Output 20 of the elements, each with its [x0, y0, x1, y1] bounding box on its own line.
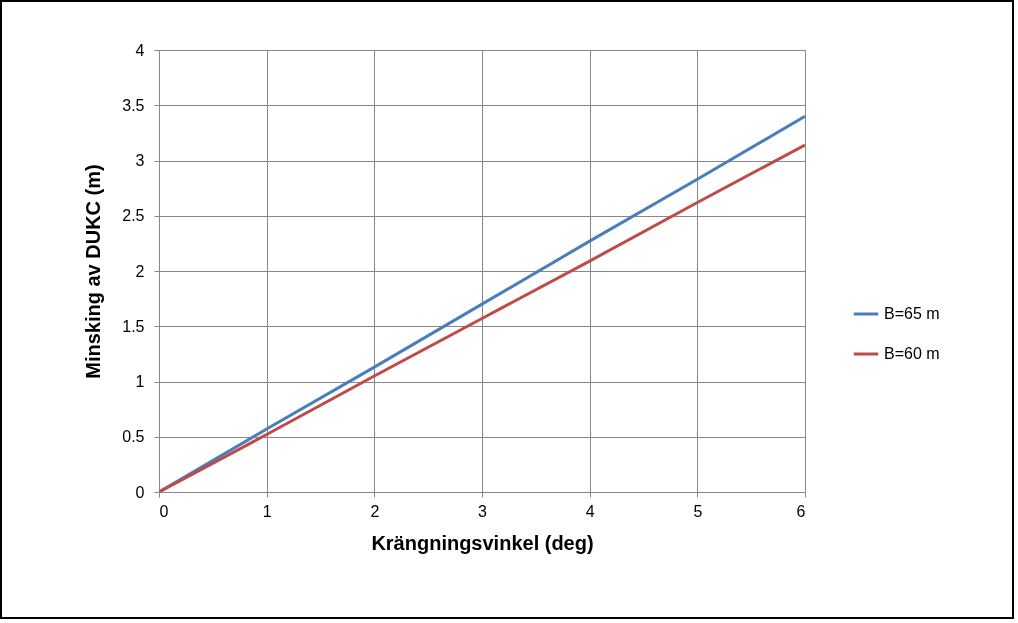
x-tick-label: 4 [585, 502, 595, 520]
y-tick-label: 2.5 [122, 207, 145, 225]
y-tick-label: 2 [135, 262, 145, 280]
y-tick-label: 0 [135, 483, 145, 501]
y-tick-label: 3.5 [122, 96, 145, 114]
y-tick-label: 1.5 [122, 317, 145, 335]
y-tick-label: 1 [135, 373, 145, 390]
x-tick-label: 1 [262, 502, 272, 520]
x-tick-label: 5 [693, 502, 703, 520]
y-axis-title: Minsking av DUKC (m) [82, 164, 105, 379]
y-tick-label: 4 [135, 41, 145, 59]
x-axis-title: Krängningsvinkel (deg) [371, 531, 594, 554]
x-tick-label: 6 [796, 502, 806, 520]
legend-label: B=65 m [884, 305, 940, 322]
y-tick-label: 3 [135, 152, 145, 169]
legend-label: B=60 m [884, 345, 940, 362]
y-tick-label: 0.5 [122, 428, 145, 446]
x-tick-label: 2 [370, 502, 380, 520]
x-tick-label: 3 [478, 502, 488, 520]
x-tick-label: 0 [159, 502, 169, 520]
